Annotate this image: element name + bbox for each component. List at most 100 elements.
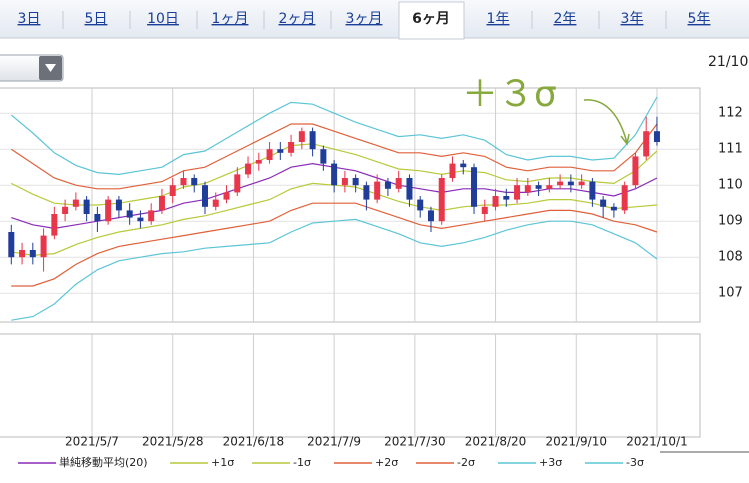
tab[interactable]: 1ヶ月 [212, 11, 249, 27]
candle-body [438, 178, 445, 222]
dropdown-arrow [45, 64, 56, 72]
lower-panel-frame [0, 333, 701, 438]
candle-body [492, 196, 499, 207]
annotation: ＋３σ [462, 74, 557, 115]
candle-body [137, 217, 144, 222]
y-tick-label: 107 [718, 286, 743, 301]
candle-body [255, 160, 262, 164]
band-line [11, 202, 658, 287]
candle-body [51, 214, 58, 236]
x-tick-label: 2021/9/10 [545, 435, 607, 449]
candle-body [557, 181, 564, 186]
candle-body [169, 185, 176, 196]
candle-body [19, 250, 26, 258]
candle-body [245, 163, 252, 175]
tab[interactable]: 3日 [18, 11, 41, 27]
candle-body [8, 232, 15, 258]
legend-label: +1σ [211, 456, 234, 469]
candle-body [427, 210, 434, 222]
candle-body [331, 163, 338, 186]
candle-body [449, 163, 456, 178]
x-tick-label: 2021/7/9 [307, 435, 361, 449]
candle-body [514, 185, 521, 200]
tab[interactable]: 5年 [688, 11, 711, 27]
x-tick-label: 2021/5/7 [65, 435, 119, 449]
tab[interactable]: 2年 [554, 11, 577, 27]
x-tick-label: 2021/6/18 [223, 435, 285, 449]
candle-body [535, 185, 542, 189]
legend-label: +3σ [539, 456, 562, 469]
x-tick-label: 2021/5/28 [142, 435, 204, 449]
candle-body [94, 214, 101, 222]
candle-body [589, 181, 596, 200]
candle-body [352, 178, 359, 186]
tab[interactable]: 3ヶ月 [346, 11, 383, 27]
candle-body [578, 181, 585, 186]
legend-label: -1σ [293, 456, 311, 469]
tabs: 3日 5日 10日 1ヶ月 2ヶ月 3ヶ月 6ヶ月 1年 2年 3年 5年 [18, 1, 711, 40]
candle-body [180, 178, 187, 186]
y-tick-label: 111 [718, 142, 743, 157]
candle-body [632, 156, 639, 186]
candle-body [201, 185, 208, 207]
legend-label: -3σ [626, 456, 644, 469]
candle-body [600, 199, 607, 207]
candle-body [298, 131, 305, 142]
candle-body [234, 174, 241, 193]
candle-body [417, 199, 424, 211]
candle-body [621, 185, 628, 211]
candle-body [158, 196, 165, 211]
candle-body [40, 235, 47, 258]
tab[interactable]: 10日 [147, 11, 179, 27]
tab[interactable]: 5日 [85, 11, 108, 27]
candle-body [406, 178, 413, 200]
candle-body [223, 192, 230, 200]
candle-body [610, 206, 617, 211]
candle-body [395, 178, 402, 189]
candle-body [384, 181, 391, 189]
legend-label: 単純移動平均(20) [59, 455, 148, 469]
candle-body [643, 131, 650, 157]
candle-body [653, 131, 660, 142]
legend: 単純移動平均(20) +1σ -1σ +2σ -2σ +3σ -3σ [18, 455, 644, 469]
candle-body [363, 185, 370, 200]
annotation-arrowhead [620, 133, 630, 146]
tab[interactable]: 2ヶ月 [279, 11, 316, 27]
candle-body [309, 131, 316, 150]
candle-body [471, 167, 478, 207]
candle-body [72, 199, 79, 207]
chart: 107 108 109 110 111 112 2021/5/7 2021/5/28 2021/… [0, 87, 743, 449]
candle-body [105, 199, 112, 222]
x-tick-label: 2021/7/30 [384, 435, 446, 449]
legend-label: -2σ [457, 456, 475, 469]
candle-body [115, 199, 122, 211]
x-tick-label: 2021/8/20 [465, 435, 527, 449]
candle-body [567, 181, 574, 186]
candle-body [212, 199, 219, 207]
x-tick-label: 2021/10/1 [626, 435, 688, 449]
candle-body [277, 149, 284, 153]
tab[interactable]: 3年 [621, 11, 644, 27]
candle-body [341, 178, 348, 186]
annotation-arrow [583, 99, 628, 144]
band-line [10, 96, 658, 176]
candle-body [126, 210, 133, 218]
candle-body [191, 178, 198, 186]
y-tick-label: 110 [718, 178, 743, 193]
y-tick-label: 112 [718, 106, 743, 121]
plot-frame [0, 87, 701, 323]
legend-label: +2σ [375, 456, 398, 469]
tab[interactable]: 6ヶ月 [412, 11, 450, 27]
band-line [10, 123, 658, 190]
tab[interactable]: 1年 [487, 11, 510, 27]
tab-active-bg [398, 1, 465, 40]
candle-body [481, 206, 488, 214]
candle-body [62, 206, 69, 214]
tab-bar [0, 0, 749, 38]
candle-body [460, 163, 467, 168]
candle-body [29, 250, 36, 258]
candle-body [266, 149, 273, 160]
candle-body [546, 185, 553, 189]
candle-body [320, 149, 327, 164]
